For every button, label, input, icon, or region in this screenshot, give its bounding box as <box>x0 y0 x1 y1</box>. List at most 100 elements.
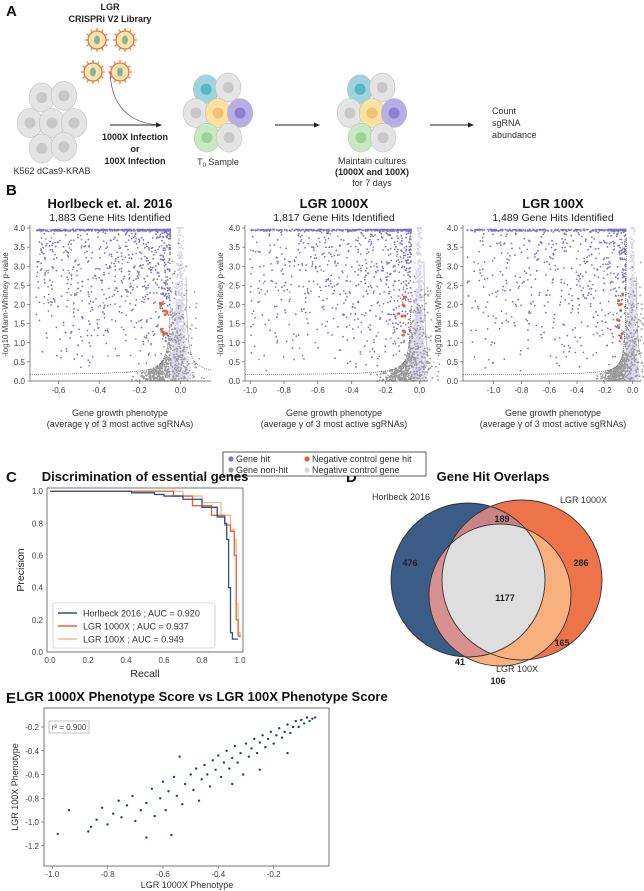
gene-hit-point <box>77 344 80 347</box>
gene-non-hit-point <box>88 364 90 367</box>
gene-hit-point <box>107 331 110 333</box>
gene-non-hit-point <box>426 290 429 293</box>
gene-non-hit-point <box>169 357 171 360</box>
gene-hit-point <box>164 336 167 339</box>
gene-non-hit-point <box>418 337 421 339</box>
gene-hit-point <box>382 302 385 305</box>
gene-hit-point <box>407 292 410 295</box>
x-axis-label-1: Gene growth phenotype <box>72 408 168 418</box>
gene-hit-point <box>304 292 306 295</box>
neg-ctrl-point <box>179 243 182 246</box>
gene-hit-point <box>108 296 111 299</box>
neg-ctrl-point <box>432 360 435 363</box>
neg-ctrl-point <box>186 377 189 380</box>
gene-hit-point <box>264 323 267 326</box>
gene-hit-point <box>70 243 73 246</box>
gene-hit-point <box>387 262 390 265</box>
nucleus <box>344 107 356 119</box>
gene-non-hit-point <box>194 363 197 366</box>
gene-non-hit-point <box>406 369 409 371</box>
gene-hit-point <box>252 310 255 313</box>
gene-non-hit-point <box>131 378 133 381</box>
gene-hit-point <box>105 297 108 300</box>
gene-hit-point <box>97 228 100 231</box>
gene-hit-point <box>385 279 388 281</box>
gene-hit-point <box>305 228 308 231</box>
gene-non-hit-point <box>405 374 407 377</box>
neg-ctrl-point <box>181 296 184 299</box>
gene-non-hit-point <box>174 356 177 359</box>
gene-hit-point <box>366 292 369 295</box>
gene-hit-point <box>42 246 44 249</box>
gene-non-hit-point <box>175 341 178 344</box>
gene-hit-point <box>344 264 347 266</box>
gene-hit-point <box>393 329 396 331</box>
neg-ctrl-point <box>419 252 422 255</box>
gene-hit-point <box>99 256 101 259</box>
gene-hit-point <box>97 231 100 234</box>
gene-non-hit-point <box>187 351 190 354</box>
gene-non-hit-point <box>420 289 423 291</box>
gene-non-hit-point <box>174 292 177 295</box>
gene-non-hit-point <box>172 349 174 352</box>
gene-hit-point <box>124 228 127 231</box>
gene-non-hit-point <box>167 370 169 373</box>
gene-hit-point <box>405 284 408 287</box>
neg-ctrl-point <box>184 343 187 346</box>
gene-hit-point <box>113 262 116 265</box>
gene-non-hit-point <box>167 348 169 350</box>
gene-hit-point <box>146 257 149 260</box>
gene-hit-point <box>404 353 406 356</box>
gene-non-hit-point <box>163 363 166 366</box>
gene-hit-point <box>66 291 68 294</box>
neg-ctrl-point <box>420 358 423 361</box>
gene-non-hit-point <box>382 378 384 381</box>
infection-curve-arrow <box>109 71 161 126</box>
gene-hit-point <box>107 287 110 290</box>
gene-non-hit-point <box>171 366 174 368</box>
gene-non-hit-point <box>182 362 184 364</box>
gene-hit-point <box>343 302 345 305</box>
neg-ctrl-point <box>170 374 173 377</box>
gene-non-hit-point <box>430 318 433 321</box>
gene-non-hit-point <box>166 376 169 378</box>
gene-hit-point <box>79 290 82 292</box>
gene-non-hit-point <box>383 291 385 293</box>
gene-non-hit-point <box>419 346 422 349</box>
gene-non-hit-point <box>180 363 183 366</box>
gene-hit-point <box>54 241 57 244</box>
gene-hit-point <box>122 277 125 280</box>
gene-hit-point <box>167 230 170 232</box>
neg-ctrl-point <box>419 286 422 289</box>
gene-non-hit-point <box>190 344 193 347</box>
gene-non-hit-point <box>171 331 174 334</box>
gene-hit-point <box>135 299 138 301</box>
gene-non-hit-point <box>183 372 186 375</box>
gene-non-hit-point <box>431 365 433 368</box>
panel-label-a: A <box>6 3 17 20</box>
gene-hit-point <box>160 286 163 289</box>
gene-hit-point <box>276 313 279 315</box>
gene-hit-point <box>372 292 375 294</box>
gene-non-hit-point <box>167 362 170 365</box>
gene-hit-point <box>76 274 78 277</box>
neg-ctrl-point <box>175 303 178 306</box>
gene-hit-point <box>168 258 171 260</box>
gene-hit-point <box>144 228 147 231</box>
gene-hit-point <box>102 334 105 337</box>
gene-hit-point <box>358 228 361 231</box>
gene-hit-point <box>165 230 168 232</box>
neg-ctrl-point <box>180 352 183 355</box>
gene-hit-point <box>331 286 334 288</box>
gene-non-hit-point <box>413 275 416 278</box>
neg-ctrl-point <box>417 358 420 361</box>
gene-hit-point <box>82 229 85 232</box>
gene-non-hit-point <box>420 361 423 364</box>
gene-non-hit-point <box>67 269 70 272</box>
gene-hit-point <box>388 318 391 321</box>
gene-hit-point <box>363 345 366 348</box>
neg-ctrl-point <box>171 356 174 359</box>
gene-hit-point <box>147 286 149 289</box>
gene-non-hit-point <box>182 341 185 344</box>
gene-non-hit-point <box>142 370 145 373</box>
